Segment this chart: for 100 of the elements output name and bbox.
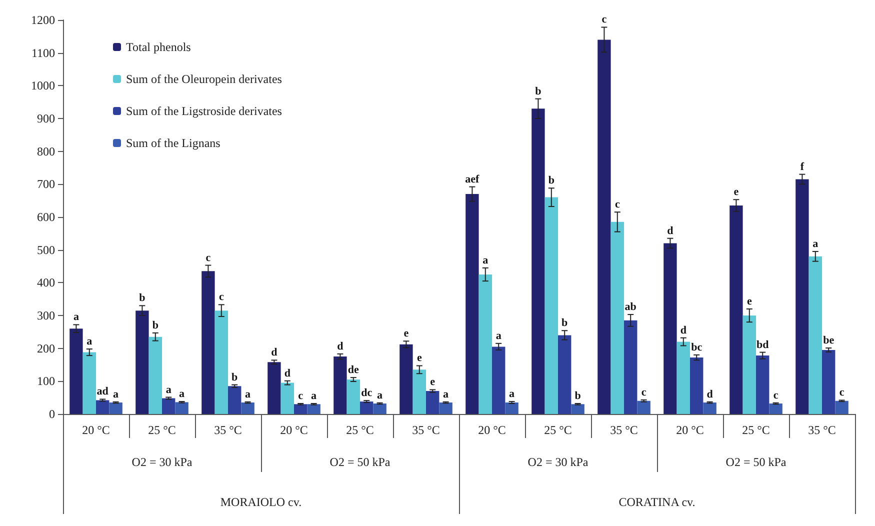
bar (162, 398, 176, 414)
bar (664, 243, 677, 414)
data-label: a (443, 388, 450, 400)
bar (730, 206, 743, 414)
bar (400, 344, 413, 414)
bar (637, 400, 650, 414)
y-tick-label: 800 (37, 144, 55, 158)
bar (478, 274, 492, 414)
data-label: a (496, 330, 502, 342)
data-label: a (482, 254, 489, 266)
y-tick-label: 100 (37, 374, 55, 388)
bar (268, 362, 281, 414)
bar (808, 256, 822, 414)
data-label: a (509, 388, 516, 400)
data-label: ad (96, 386, 108, 398)
y-tick-label: 600 (37, 210, 55, 224)
x-tick-label: 35 °C (808, 423, 836, 437)
data-label: d (337, 340, 344, 352)
bar (241, 402, 254, 414)
x-tick-label: 20 °C (478, 423, 506, 437)
data-label: a (113, 388, 120, 400)
data-label: c (614, 198, 620, 211)
bar (70, 328, 83, 414)
bar (703, 402, 716, 414)
bar (228, 386, 242, 414)
data-label: b (152, 319, 158, 332)
bar (505, 402, 518, 414)
x-tick-label: 35 °C (610, 423, 638, 437)
y-tick-label: 400 (37, 276, 55, 290)
data-label: de (348, 364, 360, 376)
bar (822, 350, 836, 414)
data-label: a (73, 311, 80, 324)
text: O2 = 50 kPa (726, 455, 787, 469)
data-label: a (245, 388, 252, 400)
data-label: c (218, 291, 224, 304)
data-label: b (548, 174, 554, 187)
bar (544, 197, 558, 414)
bar (610, 222, 624, 414)
bar (412, 370, 426, 414)
x-tick-label: 25 °C (346, 423, 374, 437)
bar (307, 404, 320, 414)
data-label: a (812, 238, 819, 250)
data-label: c (839, 386, 844, 399)
bar (175, 402, 188, 414)
data-label: c (641, 386, 646, 398)
data-label: e (430, 376, 436, 388)
bar (439, 402, 452, 414)
data-label: c (298, 390, 304, 402)
bar (346, 380, 360, 414)
data-label: e (734, 186, 739, 198)
bar (373, 403, 386, 414)
data-label: c (602, 14, 607, 26)
text: O2 = 50 kPa (330, 455, 391, 469)
y-tick-label: 1200 (31, 13, 55, 27)
data-label: e (416, 352, 422, 364)
bar (676, 342, 690, 414)
bar (148, 336, 162, 414)
data-label: b (139, 292, 146, 304)
bar (492, 346, 506, 414)
text: O2 = 30 kPa (132, 455, 193, 469)
bar (214, 310, 228, 414)
bar (426, 391, 440, 414)
data-label: d (284, 367, 290, 380)
x-tick-label: 20 °C (676, 423, 704, 437)
data-label: a (86, 335, 93, 348)
y-tick-label: 900 (37, 112, 55, 126)
bar (558, 335, 572, 414)
x-tick-label: 25 °C (148, 423, 176, 437)
legend-label: Sum of the Oleuropein derivates (126, 72, 282, 86)
bar (109, 402, 122, 414)
text: CORATINA cv. (618, 495, 696, 509)
data-label: b (562, 317, 568, 330)
bar (334, 356, 347, 414)
bar (202, 271, 215, 414)
x-tick-label: 20 °C (280, 423, 308, 437)
data-label: bd (756, 338, 769, 351)
bar (82, 352, 96, 414)
y-tick-label: 300 (37, 308, 55, 322)
data-label: a (166, 384, 172, 396)
data-label: d (680, 324, 686, 336)
x-tick-label: 35 °C (214, 423, 242, 437)
data-label: d (706, 388, 713, 400)
data-label: a (311, 390, 318, 402)
data-label: b (535, 85, 542, 98)
data-label: c (206, 252, 211, 264)
data-label: bc (691, 341, 702, 354)
x-tick-label: 35 °C (412, 423, 440, 437)
bar (136, 310, 149, 414)
text: O2 = 30 kPa (528, 455, 589, 469)
bar (690, 358, 704, 414)
data-label: a (179, 388, 186, 400)
bar (598, 40, 611, 414)
bar (280, 382, 294, 414)
data-label: d (271, 346, 278, 359)
data-label: c (773, 389, 778, 402)
data-label: a (377, 389, 384, 402)
legend-label: Sum of the Ligstroside derivates (126, 104, 282, 118)
y-tick-label: 0 (49, 407, 55, 421)
bar (756, 356, 770, 414)
bar (96, 400, 110, 414)
